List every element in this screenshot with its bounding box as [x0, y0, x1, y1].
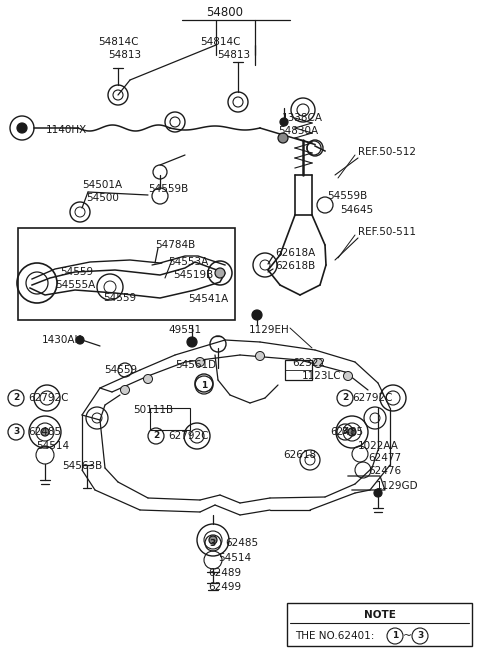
- Text: 62792C: 62792C: [352, 393, 393, 403]
- Text: 62477: 62477: [368, 453, 401, 463]
- Text: 54559B: 54559B: [148, 184, 188, 194]
- Text: 54559: 54559: [104, 365, 137, 375]
- Text: 62485: 62485: [330, 427, 363, 437]
- Text: 54800: 54800: [206, 5, 243, 18]
- Text: 54555A: 54555A: [55, 280, 95, 290]
- Text: 54561D: 54561D: [175, 360, 216, 370]
- Circle shape: [255, 352, 264, 361]
- Text: 62618: 62618: [283, 450, 316, 460]
- Text: 3: 3: [342, 428, 348, 436]
- Bar: [150, 408, 190, 430]
- Circle shape: [209, 536, 217, 544]
- Circle shape: [120, 386, 130, 394]
- Circle shape: [144, 375, 153, 384]
- Text: 3: 3: [13, 428, 19, 436]
- Text: 54501A: 54501A: [82, 180, 122, 190]
- Text: 1430AK: 1430AK: [42, 335, 82, 345]
- Text: 54559: 54559: [103, 293, 136, 303]
- Text: NOTE: NOTE: [363, 610, 396, 620]
- Text: 62792C: 62792C: [168, 431, 208, 441]
- Text: 1129EH: 1129EH: [249, 325, 290, 335]
- Text: 54553A: 54553A: [168, 257, 208, 267]
- Text: 62485: 62485: [225, 538, 258, 548]
- Text: 54645: 54645: [340, 205, 373, 215]
- Text: 54813: 54813: [108, 50, 141, 60]
- Text: 54814C: 54814C: [98, 37, 139, 47]
- Text: 62476: 62476: [368, 466, 401, 476]
- Text: 54784B: 54784B: [155, 240, 195, 250]
- Text: 54814C: 54814C: [200, 37, 240, 47]
- Circle shape: [344, 371, 352, 380]
- Text: 54519B: 54519B: [173, 270, 213, 280]
- Circle shape: [374, 489, 382, 497]
- Bar: [287, 603, 472, 646]
- Text: 54541A: 54541A: [188, 294, 228, 304]
- Text: 62792C: 62792C: [28, 393, 69, 403]
- Text: 2: 2: [153, 432, 159, 440]
- Text: 62322: 62322: [292, 358, 325, 368]
- Text: 1140HX: 1140HX: [46, 125, 87, 135]
- Circle shape: [252, 310, 262, 320]
- Text: 1338CA: 1338CA: [282, 113, 323, 123]
- Circle shape: [195, 358, 204, 367]
- Text: 49551: 49551: [168, 325, 201, 335]
- Circle shape: [187, 337, 197, 347]
- Text: THE NO.62401:: THE NO.62401:: [295, 631, 374, 641]
- Text: 2: 2: [13, 394, 19, 403]
- Circle shape: [17, 123, 27, 133]
- Text: ~: ~: [402, 631, 412, 641]
- Text: 1022AA: 1022AA: [358, 441, 399, 451]
- Text: 1: 1: [201, 380, 207, 390]
- Circle shape: [76, 336, 84, 344]
- Circle shape: [313, 358, 323, 367]
- Text: 2: 2: [342, 394, 348, 403]
- Circle shape: [215, 268, 225, 278]
- Text: 54514: 54514: [36, 441, 69, 451]
- Text: 54813: 54813: [217, 50, 250, 60]
- Text: 50111B: 50111B: [133, 405, 173, 415]
- Text: 3: 3: [417, 632, 423, 640]
- Circle shape: [280, 118, 288, 126]
- Text: 54830A: 54830A: [278, 126, 318, 136]
- Circle shape: [278, 133, 288, 143]
- Text: 54559B: 54559B: [327, 191, 367, 201]
- Text: 1129GD: 1129GD: [376, 481, 419, 491]
- Text: 62618B: 62618B: [275, 261, 315, 271]
- Circle shape: [41, 428, 49, 436]
- Text: 54500: 54500: [86, 193, 119, 203]
- Bar: [18, 228, 235, 320]
- Text: 1: 1: [392, 632, 398, 640]
- Text: 62485: 62485: [28, 427, 61, 437]
- Text: 62489: 62489: [208, 568, 241, 578]
- Text: 54563B: 54563B: [62, 461, 102, 471]
- Bar: [285, 360, 312, 380]
- Text: 54559: 54559: [60, 267, 93, 277]
- Text: REF.50-511: REF.50-511: [358, 227, 416, 237]
- Text: 62618A: 62618A: [275, 248, 315, 258]
- Text: 1123LC: 1123LC: [302, 371, 342, 381]
- Text: 54514: 54514: [218, 553, 251, 563]
- Circle shape: [348, 428, 356, 436]
- Text: REF.50-512: REF.50-512: [358, 147, 416, 157]
- Text: 62499: 62499: [208, 582, 241, 592]
- Text: 3: 3: [210, 539, 216, 548]
